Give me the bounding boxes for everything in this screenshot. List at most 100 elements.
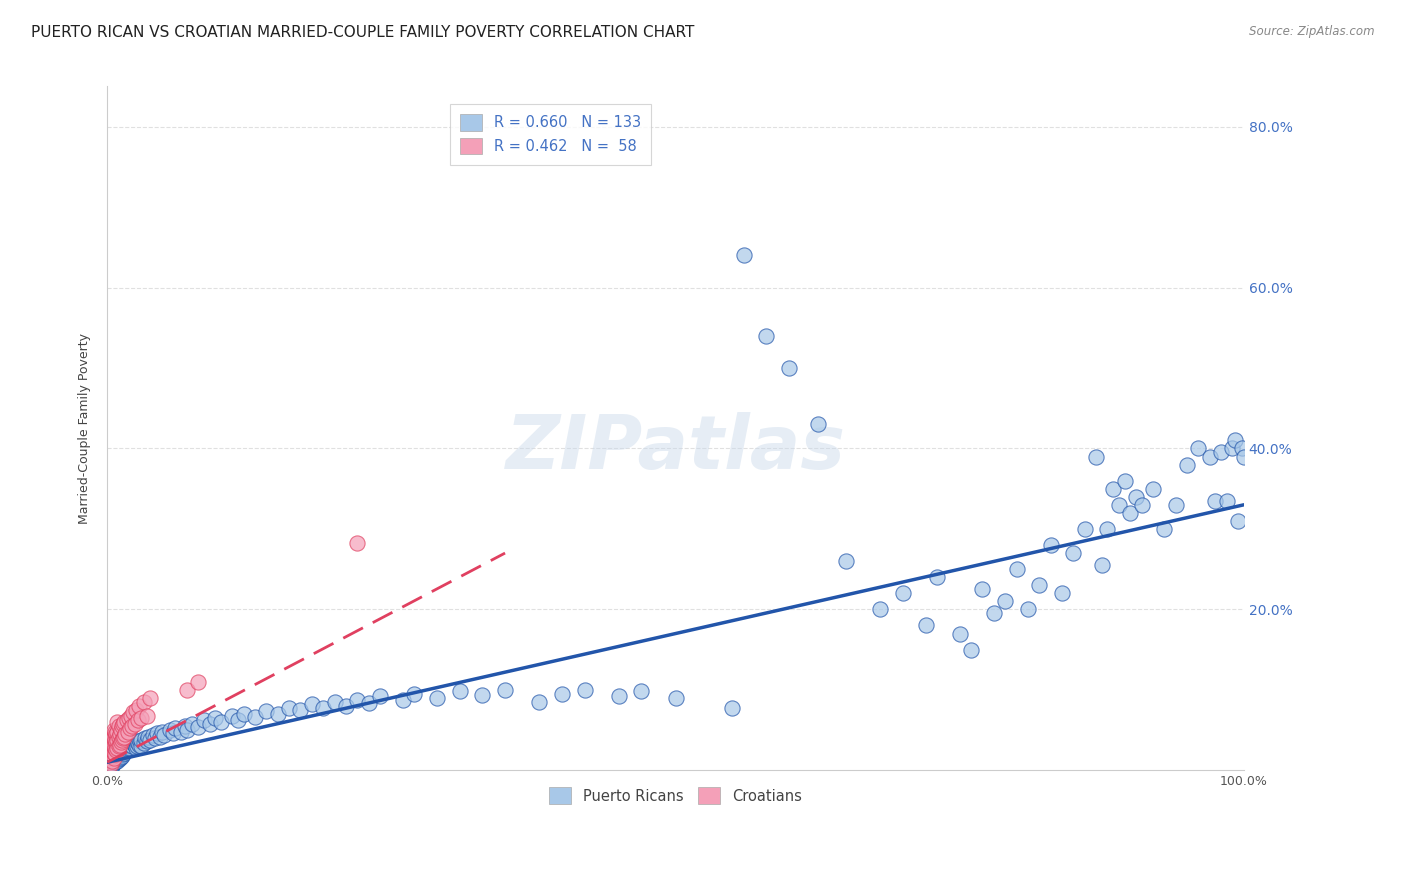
Point <box>110 750 132 764</box>
Point <box>243 710 266 724</box>
Point <box>630 684 652 698</box>
Point <box>104 724 127 739</box>
Point <box>254 704 277 718</box>
Point <box>232 706 254 721</box>
Point <box>127 714 149 728</box>
Point <box>1175 458 1198 472</box>
Point <box>449 684 471 698</box>
Point <box>1119 506 1142 520</box>
Point <box>129 734 152 748</box>
Point <box>124 738 146 752</box>
Point <box>107 714 129 729</box>
Point <box>391 692 413 706</box>
Text: Source: ZipAtlas.com: Source: ZipAtlas.com <box>1250 25 1375 38</box>
Point <box>103 751 125 765</box>
Text: ZIPatlas: ZIPatlas <box>506 412 845 485</box>
Point <box>173 719 195 733</box>
Point <box>527 695 550 709</box>
Point <box>312 700 335 714</box>
Point <box>132 695 155 709</box>
Point <box>108 751 131 765</box>
Point <box>162 726 184 740</box>
Point <box>121 719 143 733</box>
Point <box>983 607 1005 621</box>
Point <box>120 708 142 723</box>
Point <box>733 248 755 262</box>
Point <box>104 756 127 770</box>
Point <box>103 747 125 762</box>
Point <box>107 719 129 733</box>
Point <box>226 714 249 728</box>
Point <box>127 736 149 750</box>
Point <box>118 739 141 754</box>
Point <box>108 727 131 741</box>
Point <box>101 754 124 768</box>
Point <box>111 732 134 747</box>
Point <box>111 719 134 733</box>
Point <box>209 714 232 729</box>
Point <box>607 690 630 704</box>
Point <box>165 722 187 736</box>
Point <box>198 716 221 731</box>
Point <box>1233 450 1256 464</box>
Point <box>118 740 141 755</box>
Point <box>101 751 124 765</box>
Point <box>122 706 145 720</box>
Point <box>108 746 131 760</box>
Point <box>100 754 122 768</box>
Point <box>107 732 129 747</box>
Point <box>267 706 290 721</box>
Y-axis label: Married-Couple Family Poverty: Married-Couple Family Poverty <box>79 333 91 524</box>
Point <box>105 743 128 757</box>
Point <box>1227 514 1250 528</box>
Point <box>103 752 125 766</box>
Point <box>1216 493 1239 508</box>
Point <box>100 743 122 757</box>
Point <box>124 740 146 755</box>
Point <box>112 739 135 754</box>
Point <box>301 698 323 712</box>
Point <box>1198 450 1220 464</box>
Point <box>1108 498 1130 512</box>
Point <box>335 698 357 713</box>
Point <box>125 739 148 754</box>
Point <box>368 690 391 704</box>
Point <box>117 740 139 755</box>
Point <box>221 708 243 723</box>
Point <box>1222 442 1244 456</box>
Point <box>187 674 209 689</box>
Point <box>346 536 368 550</box>
Point <box>139 690 162 705</box>
Point <box>101 748 124 763</box>
Point <box>1050 586 1073 600</box>
Point <box>150 724 173 739</box>
Point <box>103 746 125 760</box>
Point <box>1039 538 1062 552</box>
Point <box>118 711 141 725</box>
Point <box>115 714 138 728</box>
Point <box>1005 562 1028 576</box>
Point <box>1187 442 1209 456</box>
Point <box>103 756 125 770</box>
Point <box>105 750 128 764</box>
Point <box>357 696 380 710</box>
Point <box>159 723 181 738</box>
Point <box>404 687 426 701</box>
Point <box>103 739 125 754</box>
Point <box>134 731 156 746</box>
Point <box>1130 498 1153 512</box>
Point <box>193 714 215 728</box>
Point <box>112 714 135 729</box>
Point <box>107 747 129 762</box>
Point <box>891 586 914 600</box>
Point <box>101 735 124 749</box>
Point <box>118 722 141 736</box>
Point <box>105 754 128 768</box>
Point <box>105 735 128 749</box>
Point <box>115 742 138 756</box>
Point <box>105 743 128 757</box>
Point <box>112 730 135 744</box>
Point <box>128 698 150 713</box>
Point <box>128 738 150 752</box>
Point <box>949 626 972 640</box>
